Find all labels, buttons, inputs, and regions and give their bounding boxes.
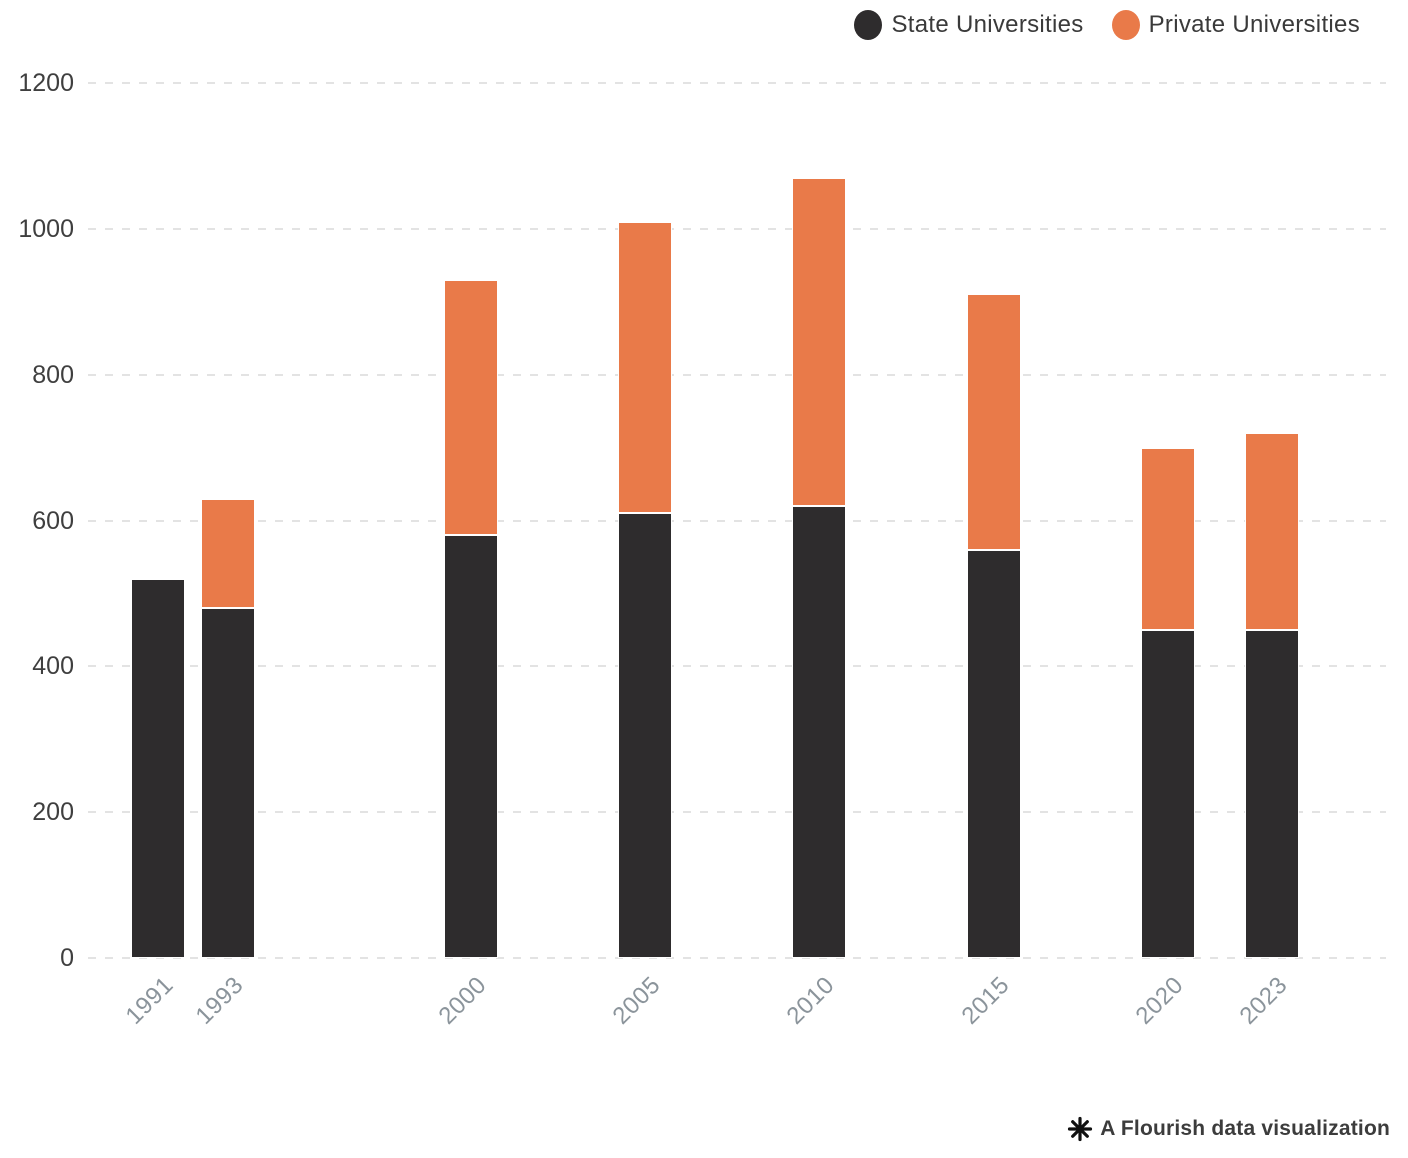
bar-segment-private-2020[interactable] xyxy=(1140,447,1195,630)
bar-segment-state-1993[interactable] xyxy=(200,608,255,958)
bar-segment-state-1991[interactable] xyxy=(131,578,185,958)
y-axis-tick-label: 400 xyxy=(32,652,74,681)
y-axis-tick-label: 1000 xyxy=(18,214,74,243)
legend: State Universities Private Universities xyxy=(0,10,1360,40)
y-axis-tick-label: 800 xyxy=(32,360,74,389)
x-axis-label: 2005 xyxy=(607,971,667,1030)
bar-segment-state-2015[interactable] xyxy=(966,549,1021,958)
bar-segment-private-2005[interactable] xyxy=(618,221,673,514)
bar-segment-state-2000[interactable] xyxy=(444,535,499,958)
y-axis-tick-label: 600 xyxy=(32,506,74,535)
flourish-logo-icon xyxy=(1068,1116,1093,1142)
flourish-credit-text: A Flourish data visualization xyxy=(1100,1117,1390,1140)
bar-segment-private-1993[interactable] xyxy=(200,498,255,608)
x-axis-label: 2000 xyxy=(433,971,493,1030)
flourish-credit-link[interactable]: A Flourish data visualization xyxy=(1067,1112,1390,1146)
bar-segment-state-2010[interactable] xyxy=(792,505,847,958)
bar-segment-private-2000[interactable] xyxy=(444,279,499,536)
x-axis-label: 2023 xyxy=(1234,971,1293,1030)
gridline-200 xyxy=(88,811,1386,814)
y-axis-tick-label: 200 xyxy=(32,798,74,827)
state-universities-swatch-icon xyxy=(854,10,883,40)
x-axis-label: 2010 xyxy=(781,971,841,1030)
y-axis-tick-label: 1200 xyxy=(18,69,74,97)
y-axis-tick-label: 0 xyxy=(60,944,74,972)
bar-segment-state-2023[interactable] xyxy=(1245,629,1299,958)
private-universities-swatch-icon xyxy=(1111,10,1140,40)
x-axis-label: 1991 xyxy=(120,971,179,1030)
x-axis-label: 2015 xyxy=(956,971,1015,1030)
bar-segment-private-2015[interactable] xyxy=(966,294,1021,550)
gridline-800 xyxy=(88,373,1386,376)
x-axis-label: 1993 xyxy=(190,971,249,1030)
gridline-0 xyxy=(88,957,1386,959)
bar-segment-private-2023[interactable] xyxy=(1245,433,1299,630)
legend-item-private-universities[interactable]: Private Universities xyxy=(1111,10,1360,40)
bar-segment-private-2010[interactable] xyxy=(792,177,847,506)
gridline-1200 xyxy=(88,82,1386,84)
gridline-400 xyxy=(88,665,1386,668)
x-axis-label: 2020 xyxy=(1130,971,1189,1030)
bar-segment-state-2020[interactable] xyxy=(1140,629,1195,958)
legend-label-private-universities: Private Universities xyxy=(1148,11,1360,38)
gridline-600 xyxy=(88,519,1386,522)
bar-segment-state-2005[interactable] xyxy=(618,513,673,958)
legend-item-state-universities[interactable]: State Universities xyxy=(854,10,1083,40)
gridline-1000 xyxy=(88,227,1386,230)
legend-label-state-universities: State Universities xyxy=(891,11,1084,38)
